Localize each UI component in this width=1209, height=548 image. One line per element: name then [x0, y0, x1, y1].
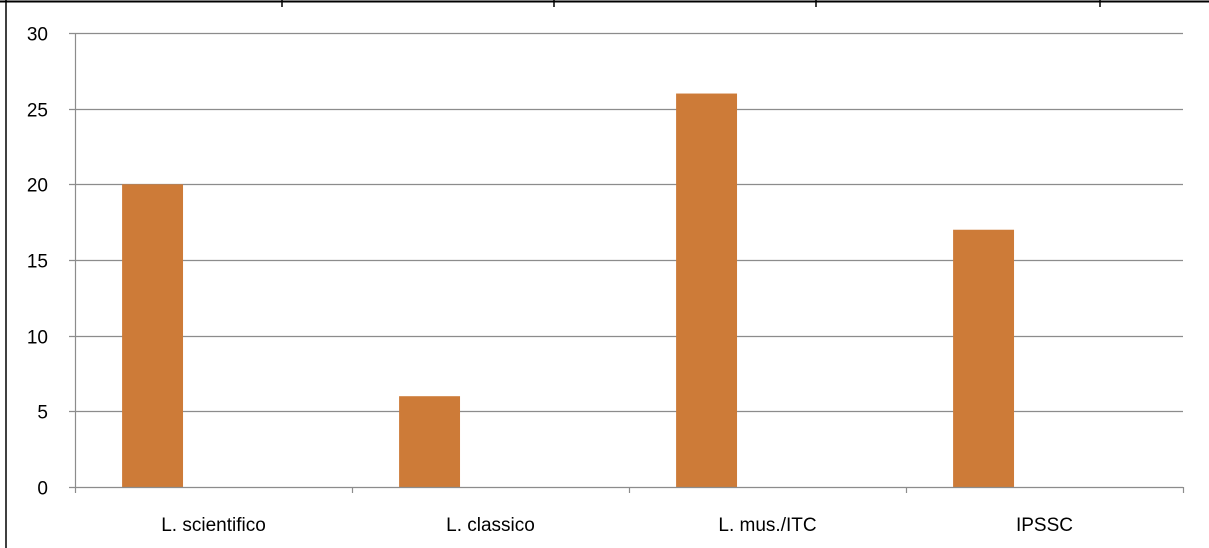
y-tick-label: 0	[37, 479, 48, 500]
bar-l-mus-itc	[676, 93, 738, 488]
x-tick-label: IPSSC	[1016, 515, 1073, 536]
y-axis-tick-labels: 0 5 10 15 20 25 30	[27, 25, 48, 500]
x-axis-tick-labels: L. scientifico L. classico L. mus./ITC IPSS…	[161, 515, 1073, 536]
y-tick-label: 5	[37, 403, 48, 424]
x-tick-label: L. mus./ITC	[718, 515, 816, 536]
gridlines	[69, 32, 1183, 413]
y-tick-label: 15	[27, 252, 48, 273]
y-tick-label: 30	[27, 25, 48, 46]
y-tick-label: 20	[27, 176, 48, 197]
bars	[122, 93, 1015, 488]
y-tick-label: 10	[27, 328, 48, 349]
bar-ipssc	[953, 229, 1015, 487]
bar-l-classico	[399, 396, 461, 487]
y-tick-label: 25	[27, 101, 48, 122]
x-tick-label: L. classico	[446, 515, 535, 536]
x-tick-label: L. scientifico	[161, 515, 266, 536]
x-axis	[69, 33, 1185, 493]
bar-l-scientifico	[122, 184, 184, 488]
